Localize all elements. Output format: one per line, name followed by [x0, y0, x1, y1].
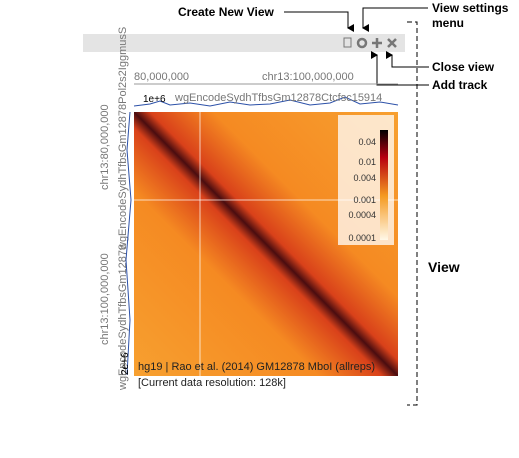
close-icon[interactable]	[387, 38, 397, 48]
annotation: Close view	[432, 60, 495, 74]
colorbar	[380, 130, 388, 240]
legend-tick: 0.001	[353, 195, 376, 205]
annotation: Add track	[432, 78, 488, 92]
arrow	[371, 51, 429, 86]
legend-tick: 0.0001	[348, 233, 376, 243]
scale-label: 2e+6	[120, 352, 131, 375]
copy-icon[interactable]	[343, 37, 352, 48]
signal-track	[125, 111, 132, 376]
signal-track	[133, 96, 399, 107]
annotation: menu	[432, 16, 464, 30]
info-label: [Current data resolution: 128k]	[138, 377, 286, 389]
arrow	[362, 7, 428, 32]
settings-icon[interactable]	[356, 37, 368, 49]
view-header	[83, 34, 405, 52]
view-bracket	[407, 21, 418, 406]
annotation: View	[428, 259, 460, 275]
legend-tick: 0.0004	[348, 210, 376, 220]
axis-tick-label: chr13:100,000,000	[262, 71, 354, 83]
track-label: wgEncodeSydhTfbsGm12878Pol2s2IggmusS	[117, 27, 129, 251]
annotation: Create New View	[178, 5, 274, 19]
header-icons	[343, 37, 397, 49]
arrow	[386, 51, 429, 68]
axis-tick-label: chr13:80,000,000	[99, 104, 111, 190]
track-label: wgEncodeSydhTfbsGm12878	[117, 244, 129, 391]
scale-label: 1e+6	[143, 94, 166, 105]
arrow	[284, 11, 354, 32]
info-label: hg19 | Rao et al. (2014) GM12878 MboI (a…	[138, 361, 375, 373]
add-track-icon[interactable]	[372, 38, 382, 48]
annotation: View settings	[432, 1, 509, 15]
track-label: wgEncodeSydhTfbsGm12878Ctcfsc15914	[174, 92, 382, 104]
legend-tick: 0.01	[358, 157, 376, 167]
legend-tick: 0.004	[353, 173, 376, 183]
legend-tick: 0.04	[358, 137, 376, 147]
axis-tick-label: 80,000,000	[134, 71, 189, 83]
axis-tick-label: chr13:100,000,000	[99, 253, 111, 345]
